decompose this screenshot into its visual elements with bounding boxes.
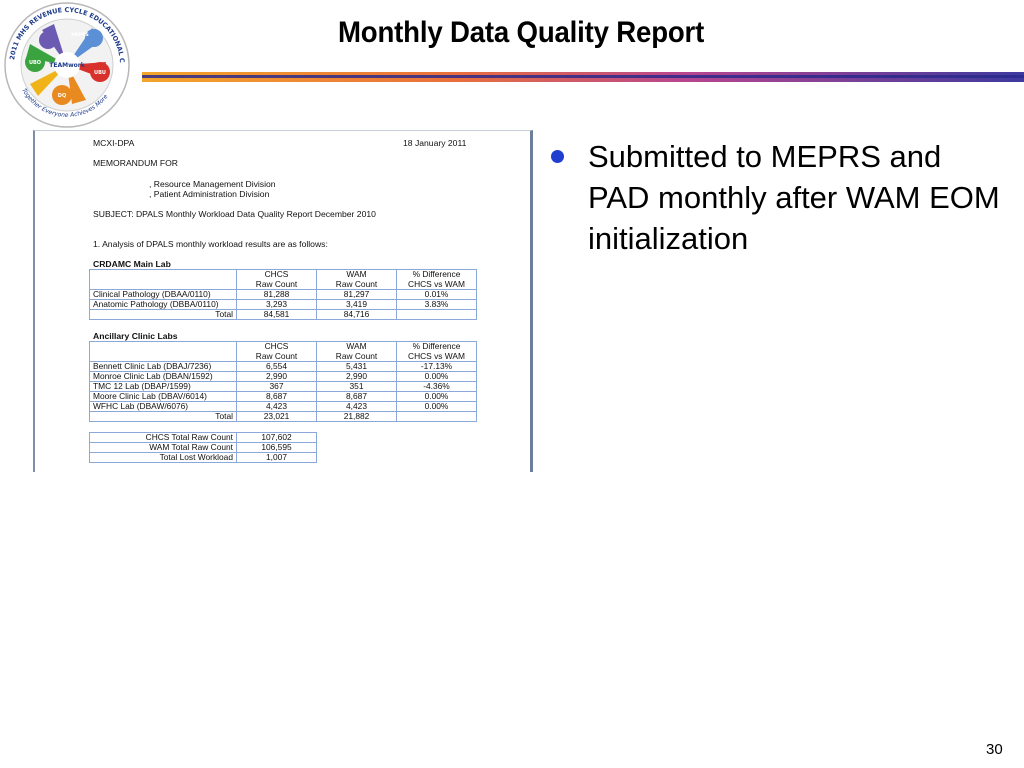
logo-meprs-label: MEPRS <box>71 32 89 38</box>
logo-ubo-label: UBO <box>29 60 41 66</box>
summary-value: 106,595 <box>236 442 317 453</box>
lab-name: Moore Clinic Lab (DBAV/6014) <box>89 391 237 402</box>
table-row: Clinical Pathology (DBAA/0110) 81,288 81… <box>89 289 477 300</box>
wam-count: 351 <box>316 381 397 392</box>
wam-count: 2,990 <box>316 371 397 382</box>
header-wam: WAM <box>346 341 367 351</box>
section-title-clinic-labs: Ancillary Clinic Labs <box>93 331 178 341</box>
lab-name: Anatomic Pathology (DBBA/0110) <box>89 299 237 310</box>
summary-value: 107,602 <box>236 432 317 443</box>
header-chcs-vs-wam: CHCS vs WAM <box>408 278 465 289</box>
chcs-count: 4,423 <box>236 401 317 412</box>
lab-name: WFHC Lab (DBAW/6076) <box>89 401 237 412</box>
header-wam-raw-count: Raw Count <box>335 278 378 289</box>
memo-subject: SUBJECT: DPALS Monthly Workload Data Qua… <box>93 209 376 219</box>
table-row: Moore Clinic Lab (DBAV/6014) 8,687 8,687… <box>89 391 477 402</box>
wam-count: 81,297 <box>316 289 397 300</box>
header-chcs: CHCS <box>264 269 289 279</box>
chcs-count: 81,288 <box>236 289 317 300</box>
summary-label: CHCS Total Raw Count <box>89 432 237 443</box>
slide-title: Monthly Data Quality Report <box>338 16 705 49</box>
memo-recipient-patient-administration: , Patient Administration Division <box>149 189 270 199</box>
logo-ubu-label: UBU <box>94 70 106 76</box>
percent-difference: -17.13% <box>396 361 477 372</box>
header-chcs-vs-wam: CHCS vs WAM <box>408 350 465 361</box>
wam-total: 21,882 <box>316 411 397 422</box>
clinic-labs-table: CHCS Raw Count WAM Raw Count % Difference C… <box>89 341 477 422</box>
table-row: Anatomic Pathology (DBBA/0110) 3,293 3,4… <box>89 299 477 310</box>
header-wam-raw-count: Raw Count <box>335 350 378 361</box>
chcs-count: 8,687 <box>236 391 317 402</box>
wam-count: 3,419 <box>316 299 397 310</box>
percent-difference: -4.36% <box>396 381 477 392</box>
table-row: WFHC Lab (DBAW/6076) 4,423 4,423 0.00% <box>89 401 477 412</box>
chcs-count: 367 <box>236 381 317 392</box>
conference-logo-graphic: TEAMwork UBO UBU DQ MEPRS 2011 MHS REVEN… <box>0 0 130 128</box>
chcs-count: 2,990 <box>236 371 317 382</box>
chcs-total: 23,021 <box>236 411 317 422</box>
wam-total: 84,716 <box>316 309 397 320</box>
percent-difference: 0.00% <box>396 391 477 402</box>
conference-logo: TEAMwork UBO UBU DQ MEPRS 2011 MHS REVEN… <box>0 0 132 130</box>
total-label: Total <box>89 309 237 320</box>
header-chcs-raw-count: Raw Count <box>255 278 298 289</box>
memo-for-label: MEMORANDUM FOR <box>93 158 178 168</box>
lab-name: TMC 12 Lab (DBAP/1599) <box>89 381 237 392</box>
page-number: 30 <box>986 741 1003 758</box>
memo-office-symbol: MCXI-DPA <box>93 138 135 148</box>
summary-table: CHCS Total Raw Count 107,602 WAM Total R… <box>89 432 317 463</box>
percent-difference: 0.00% <box>396 401 477 412</box>
summary-label: WAM Total Raw Count <box>89 442 237 453</box>
wam-count: 5,431 <box>316 361 397 372</box>
lab-name: Monroe Clinic Lab (DBAN/1592) <box>89 371 237 382</box>
bullet-point-icon <box>551 150 564 163</box>
summary-label: Total Lost Workload <box>89 452 237 463</box>
lab-name: Bennett Clinic Lab (DBAJ/7236) <box>89 361 237 372</box>
chcs-count: 6,554 <box>236 361 317 372</box>
header-wam: WAM <box>346 269 367 279</box>
wam-count: 4,423 <box>316 401 397 412</box>
wam-count: 8,687 <box>316 391 397 402</box>
table-row: Bennett Clinic Lab (DBAJ/7236) 6,554 5,4… <box>89 361 477 372</box>
chcs-count: 3,293 <box>236 299 317 310</box>
summary-value: 1,007 <box>236 452 317 463</box>
main-lab-table: CHCS Raw Count WAM Raw Count % Difference C… <box>89 269 477 320</box>
section-title-main-lab: CRDAMC Main Lab <box>93 259 171 269</box>
table-row: TMC 12 Lab (DBAP/1599) 367 351 -4.36% <box>89 381 477 392</box>
clinic-labs-total-row: Total 23,021 21,882 <box>89 411 477 422</box>
memo-document-image: MCXI-DPA 18 January 2011 MEMORANDUM FOR … <box>33 130 533 472</box>
title-divider-bar <box>142 72 1024 82</box>
clinic-labs-header-row: CHCS Raw Count WAM Raw Count % Difference C… <box>89 341 477 362</box>
memo-recipient-resource-management: , Resource Management Division <box>149 179 276 189</box>
lab-name: Clinical Pathology (DBAA/0110) <box>89 289 237 300</box>
bullet-text: Submitted to MEPRS and PAD monthly after… <box>588 139 1000 256</box>
header-percent-difference: % Difference <box>412 269 461 279</box>
total-label: Total <box>89 411 237 422</box>
memo-date: 18 January 2011 <box>403 138 467 148</box>
header-percent-difference: % Difference <box>412 341 461 351</box>
percent-difference: 0.01% <box>396 289 477 300</box>
table-row: Monroe Clinic Lab (DBAN/1592) 2,990 2,99… <box>89 371 477 382</box>
summary-row: Total Lost Workload 1,007 <box>89 452 317 463</box>
chcs-total: 84,581 <box>236 309 317 320</box>
header-chcs-raw-count: Raw Count <box>255 350 298 361</box>
percent-difference: 0.00% <box>396 371 477 382</box>
summary-row: WAM Total Raw Count 106,595 <box>89 442 317 453</box>
main-lab-total-row: Total 84,581 84,716 <box>89 309 477 320</box>
percent-difference: 3.83% <box>396 299 477 310</box>
main-lab-header-row: CHCS Raw Count WAM Raw Count % Difference C… <box>89 269 477 290</box>
logo-teamwork-label: TEAMwork <box>49 62 85 69</box>
summary-row: CHCS Total Raw Count 107,602 <box>89 432 317 443</box>
header-chcs: CHCS <box>264 341 289 351</box>
logo-dq-label: DQ <box>58 93 66 99</box>
memo-item-1: 1. Analysis of DPALS monthly workload re… <box>93 239 328 249</box>
